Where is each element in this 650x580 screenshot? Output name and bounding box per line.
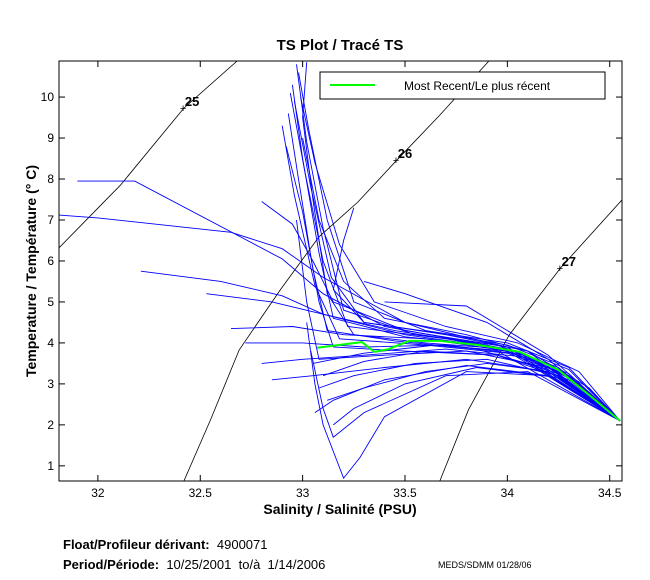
profile-line-29 [363, 280, 621, 422]
density-contour-25 [59, 61, 238, 249]
credit-text: MEDS/SDMM 01/28/06 [438, 560, 532, 570]
period-end: 1/14/2006 [267, 557, 326, 572]
density-contours: +25+26+27 [59, 61, 622, 481]
period-info: Period/Période: 10/25/2001 to/à 1/14/200… [63, 557, 325, 572]
legend: Most Recent/Le plus récent [319, 71, 606, 100]
profile-line-5 [298, 72, 621, 422]
most-recent-profile-group [316, 339, 621, 422]
y-tick-label: 8 [47, 172, 54, 186]
float-info: Float/Profileur dérivant: 4900071 [63, 537, 268, 552]
profiles [59, 62, 621, 479]
x-tick-label: 32 [91, 486, 105, 500]
profile-line-19 [59, 214, 621, 422]
profile-line-32 [333, 367, 621, 426]
y-tick-label: 2 [47, 418, 54, 432]
y-tick-label: 9 [47, 131, 54, 145]
profile-line-1 [291, 84, 621, 422]
y-tick-label: 3 [47, 377, 54, 391]
profile-line-10 [302, 137, 621, 422]
y-axis-label: Temperature / Température (° C) [23, 165, 39, 377]
y-tick-label: 1 [47, 459, 54, 473]
contour-marker: + [393, 155, 399, 167]
legend-label-most-recent: Most Recent/Le plus récent [404, 79, 551, 93]
float-id: 4900071 [216, 537, 268, 552]
profile-line-20 [140, 270, 621, 422]
chart-title: TS Plot / Tracé TS [277, 37, 404, 54]
profile-line-21 [206, 293, 621, 422]
x-tick-label: 33.5 [393, 486, 417, 500]
y-tick-label: 4 [47, 336, 54, 350]
x-tick-label: 34 [501, 486, 515, 500]
period-to: to/à [238, 557, 261, 572]
profile-line-25 [271, 358, 621, 422]
density-contour-27 [439, 199, 622, 481]
contour-label-26: 26 [398, 146, 412, 161]
profile-line-24 [261, 348, 621, 422]
plot-frame [58, 60, 623, 482]
profile-line-11 [322, 350, 621, 422]
contour-marker: + [180, 103, 186, 115]
profile-line-27 [332, 207, 621, 422]
y-tick-label: 7 [47, 213, 54, 227]
profile-line-16 [306, 322, 621, 479]
x-tick-label: 33 [296, 486, 310, 500]
float-label: Float/Profileur dérivant: [63, 537, 210, 552]
x-axis-label: Salinity / Salinité (PSU) [263, 501, 416, 517]
period-label: Period/Période: [63, 557, 160, 572]
density-contour-26 [183, 61, 490, 481]
period-start: 10/25/2001 [166, 557, 232, 572]
profile-line-17 [310, 351, 621, 438]
profile-line-28 [384, 301, 621, 422]
contour-label-25: 25 [185, 94, 199, 109]
contour-label-27: 27 [562, 254, 576, 269]
y-tick-label: 6 [47, 254, 54, 268]
x-tick-label: 34.5 [598, 486, 622, 500]
profile-line-31 [296, 219, 621, 422]
most-recent-profile-line [316, 339, 621, 422]
y-tick-label: 5 [47, 295, 54, 309]
x-tick-label: 32.5 [189, 486, 213, 500]
profile-line-9 [300, 97, 621, 422]
contour-marker: + [557, 263, 563, 275]
y-tick-label: 10 [41, 90, 55, 104]
